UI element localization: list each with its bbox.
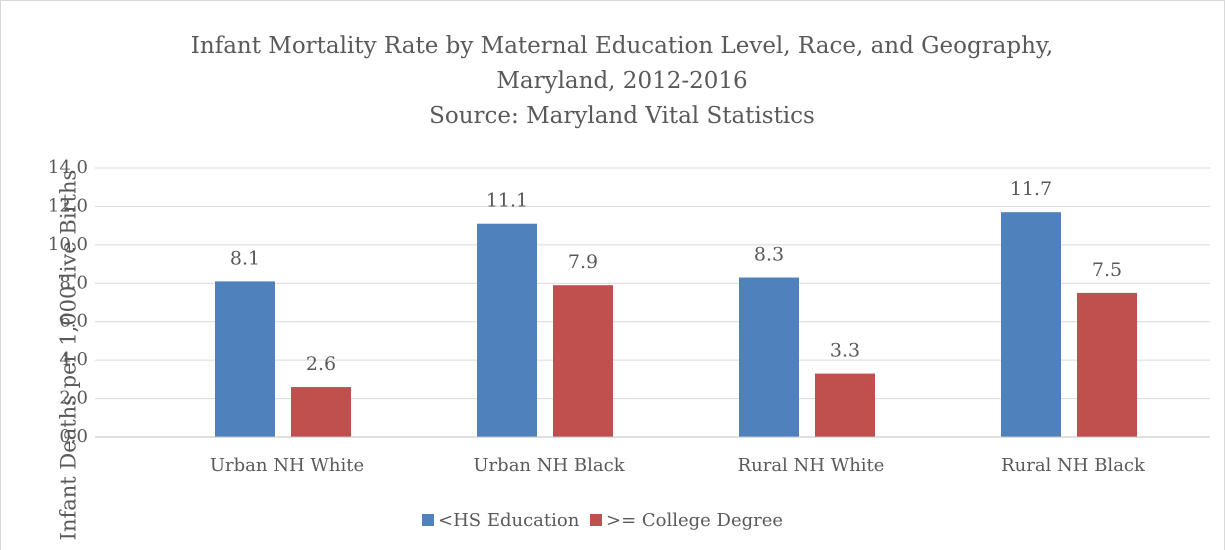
data-label: 3.3 (830, 340, 860, 362)
bar (1001, 212, 1061, 437)
y-axis-label: Infant Deaths per 1,000 live Births (57, 170, 81, 541)
y-tick-label: 6.0 (59, 311, 88, 332)
legend-label: <HS Education (438, 510, 580, 531)
data-label: 11.7 (1010, 178, 1052, 200)
x-tick-label: Urban NH White (210, 455, 364, 476)
y-tick-label: 4.0 (59, 349, 88, 370)
bar (215, 281, 275, 437)
y-tick-label: 14.0 (48, 157, 88, 178)
y-tick-label: 10.0 (48, 234, 88, 255)
legend-swatch (422, 514, 434, 526)
bar (739, 277, 799, 437)
y-tick-label: 12.0 (48, 195, 88, 216)
bar (477, 223, 537, 437)
data-label: 8.1 (230, 247, 260, 269)
data-label: 8.3 (754, 244, 784, 266)
data-label: 2.6 (306, 353, 336, 375)
y-tick-label: 0.0 (59, 426, 88, 447)
data-label: 7.9 (568, 251, 598, 273)
data-label: 11.1 (486, 190, 528, 212)
chart-title: Infant Mortality Rate by Maternal Educat… (191, 33, 1053, 59)
bar (291, 387, 351, 437)
y-tick-label: 8.0 (59, 272, 88, 293)
legend-swatch (590, 514, 602, 526)
x-tick-label: Rural NH Black (1001, 455, 1146, 476)
bar (815, 373, 875, 437)
bar (553, 285, 613, 437)
bar (1077, 292, 1137, 437)
x-tick-label: Urban NH Black (473, 455, 625, 476)
x-tick-label: Rural NH White (738, 455, 885, 476)
chart-title: Maryland, 2012-2016 (496, 68, 747, 94)
legend-label: >= College Degree (606, 510, 783, 531)
y-tick-label: 2.0 (59, 388, 88, 409)
data-label: 7.5 (1092, 259, 1122, 281)
chart-subtitle: Source: Maryland Vital Statistics (429, 103, 815, 129)
